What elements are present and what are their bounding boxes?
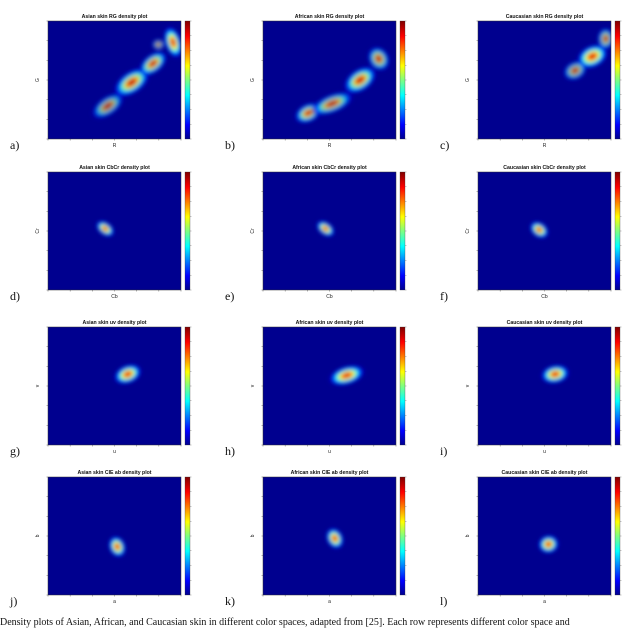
density-blob xyxy=(537,534,560,554)
panel-tag: e) xyxy=(225,289,234,303)
x-axis-label: u xyxy=(328,449,331,455)
density-blob xyxy=(316,220,335,237)
y-axis-label: G xyxy=(35,78,41,82)
plot-title: Asian skin RG density plot xyxy=(82,14,148,20)
colorbar xyxy=(399,326,406,446)
density-blob xyxy=(597,27,611,51)
colorbar xyxy=(184,476,191,596)
density-blob xyxy=(328,364,366,386)
density-blob xyxy=(152,38,165,51)
y-axis-label: v xyxy=(465,384,471,387)
plot-area xyxy=(48,327,181,445)
plot-title: Asian skin CIE ab density plot xyxy=(77,470,151,476)
panel-tag: b) xyxy=(225,138,235,152)
plot-area xyxy=(478,327,611,445)
density-panel-9: Caucasian skin uv density plot u v i) xyxy=(440,320,622,458)
panel-tag: k) xyxy=(225,594,235,608)
density-blob xyxy=(95,220,115,237)
plot-title: Caucasian skin RG density plot xyxy=(506,14,584,20)
colorbar xyxy=(614,476,621,596)
panel-tag: g) xyxy=(10,444,20,458)
density-blob xyxy=(562,60,588,81)
colorbar xyxy=(184,326,191,446)
plot-area xyxy=(48,172,181,290)
x-axis-label: R xyxy=(328,143,332,149)
density-blob xyxy=(310,91,355,116)
plot-title: Caucasian skin CbCr density plot xyxy=(503,165,586,171)
density-blob xyxy=(540,364,570,384)
x-axis-label: a xyxy=(543,599,546,605)
y-axis-label: b xyxy=(250,534,256,537)
panel-tag: f) xyxy=(440,289,448,303)
density-blob xyxy=(163,25,181,59)
density-panel-5: African skin CbCr density plot Cb Cr e) xyxy=(225,165,407,303)
plot-title: Asian skin uv density plot xyxy=(83,320,147,326)
x-axis-label: Cb xyxy=(111,294,118,300)
panel-tag: d) xyxy=(10,289,20,303)
density-panel-10: Asian skin CIE ab density plot a b j) xyxy=(9,470,192,608)
x-axis-label: a xyxy=(328,599,331,605)
colorbar xyxy=(399,171,406,291)
plot-title: African skin uv density plot xyxy=(296,320,364,326)
density-blob xyxy=(138,50,168,77)
x-axis-label: Cb xyxy=(326,294,333,300)
colorbar xyxy=(614,326,621,446)
y-axis-label: b xyxy=(465,534,471,537)
plot-title: Caucasian skin CIE ab density plot xyxy=(502,470,588,476)
density-blob xyxy=(325,527,344,550)
panel-tag: a) xyxy=(10,138,19,152)
y-axis-label: Cr xyxy=(250,228,256,234)
density-blob xyxy=(108,535,127,558)
colorbar xyxy=(399,20,406,140)
panel-tag: c) xyxy=(440,138,449,152)
y-axis-label: G xyxy=(465,78,471,82)
y-axis-label: v xyxy=(35,384,41,387)
x-axis-label: a xyxy=(113,599,116,605)
colorbar xyxy=(399,476,406,596)
density-blob xyxy=(367,46,391,72)
plot-title: Asian skin CbCr density plot xyxy=(79,165,150,171)
colorbar xyxy=(614,20,621,140)
plot-area xyxy=(478,21,611,139)
y-axis-label: v xyxy=(250,384,256,387)
colorbar xyxy=(184,20,191,140)
plot-title: Caucasian skin uv density plot xyxy=(507,320,583,326)
panel-tag: h) xyxy=(225,444,235,458)
y-axis-label: Cr xyxy=(35,228,41,234)
y-axis-label: b xyxy=(35,534,41,537)
plot-title: African skin CbCr density plot xyxy=(292,165,367,171)
x-axis-label: u xyxy=(113,449,116,455)
figure-caption: Density plots of Asian, African, and Cau… xyxy=(0,617,570,628)
density-panel-1: Asian skin RG density plot R Ga) xyxy=(10,14,192,152)
density-panel-8: African skin uv density plot u v h) xyxy=(225,320,407,458)
x-axis-label: R xyxy=(543,143,547,149)
density-panel-6: Caucasian skin CbCr density plot Cb Cr f) xyxy=(440,165,622,303)
density-panel-12: Caucasian skin CIE ab density plot a b l) xyxy=(440,470,622,608)
colorbar xyxy=(614,171,621,291)
density-panel-3: Caucasian skin RG density plot R Gc) xyxy=(440,14,622,152)
density-blob xyxy=(113,363,143,385)
density-panel-7: Asian skin uv density plot u v g) xyxy=(10,320,192,458)
panel-tag: j) xyxy=(9,594,17,608)
density-blob xyxy=(91,92,125,120)
panel-tag: i) xyxy=(440,444,447,458)
plot-title: African skin CIE ab density plot xyxy=(291,470,369,476)
panel-tag: l) xyxy=(440,594,447,608)
density-blob xyxy=(343,65,378,95)
density-panel-4: Asian skin CbCr density plot Cb Cr d) xyxy=(10,165,192,303)
y-axis-label: G xyxy=(250,78,256,82)
plot-title: African skin RG density plot xyxy=(295,14,365,20)
density-panel-11: African skin CIE ab density plot a b k) xyxy=(225,470,407,608)
x-axis-label: R xyxy=(113,143,117,149)
x-axis-label: Cb xyxy=(541,294,548,300)
plot-area xyxy=(263,21,396,139)
density-blob xyxy=(529,221,549,239)
colorbar xyxy=(184,171,191,291)
density-panel-2: African skin RG density plot R Gb) xyxy=(225,14,407,152)
y-axis-label: Cr xyxy=(465,228,471,234)
plot-area xyxy=(263,327,396,445)
x-axis-label: u xyxy=(543,449,546,455)
plot-area xyxy=(48,21,181,139)
